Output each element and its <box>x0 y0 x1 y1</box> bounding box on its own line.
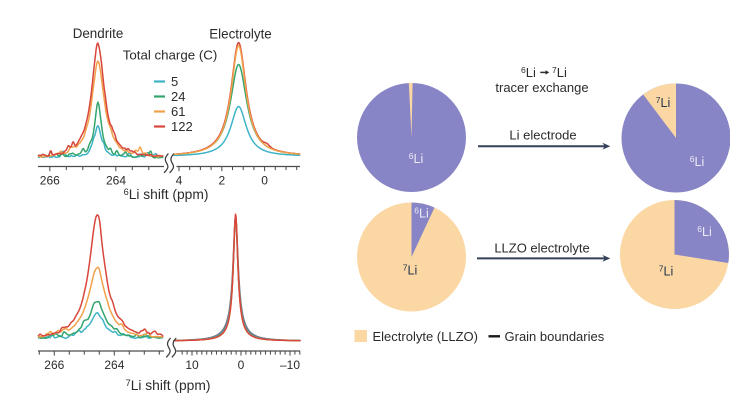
svg-text:6Li: 6Li <box>521 65 536 80</box>
svg-text:266: 266 <box>40 174 60 188</box>
svg-text:LLZO electrolyte: LLZO electrolyte <box>494 241 589 256</box>
svg-text:61: 61 <box>171 104 185 119</box>
svg-text:24: 24 <box>171 89 185 104</box>
svg-text:7Li shift (ppm): 7Li shift (ppm) <box>126 378 211 393</box>
svg-text:Li electrode: Li electrode <box>509 128 576 143</box>
svg-text:266: 266 <box>44 358 64 372</box>
svg-text:10: 10 <box>185 358 199 372</box>
svg-text:6Li: 6Li <box>409 151 423 166</box>
svg-text:7Li: 7Li <box>659 264 673 279</box>
svg-text:Electrolyte (LLZO): Electrolyte (LLZO) <box>373 329 478 344</box>
svg-text:Electrolyte: Electrolyte <box>209 27 272 42</box>
svg-text:6Li: 6Li <box>690 154 704 169</box>
svg-text:Grain boundaries: Grain boundaries <box>505 329 605 344</box>
svg-text:0: 0 <box>261 174 268 188</box>
svg-text:7Li: 7Li <box>403 263 417 278</box>
svg-text:7Li: 7Li <box>552 65 567 80</box>
svg-text:264: 264 <box>104 358 124 372</box>
svg-text:Total charge (C): Total charge (C) <box>123 48 218 63</box>
svg-text:6Li shift (ppm): 6Li shift (ppm) <box>124 187 209 202</box>
svg-text:2: 2 <box>218 174 225 188</box>
svg-text:6Li: 6Li <box>697 224 711 239</box>
svg-text:0: 0 <box>238 358 245 372</box>
svg-text:6Li: 6Li <box>414 206 428 221</box>
svg-text:–10: –10 <box>280 358 300 372</box>
svg-text:7Li: 7Li <box>656 95 670 110</box>
svg-text:5: 5 <box>171 74 178 89</box>
svg-text:264: 264 <box>106 174 126 188</box>
svg-text:Dendrite: Dendrite <box>73 26 124 41</box>
svg-text:122: 122 <box>171 119 193 134</box>
svg-text:tracer exchange: tracer exchange <box>495 80 588 95</box>
svg-text:4: 4 <box>176 174 183 188</box>
